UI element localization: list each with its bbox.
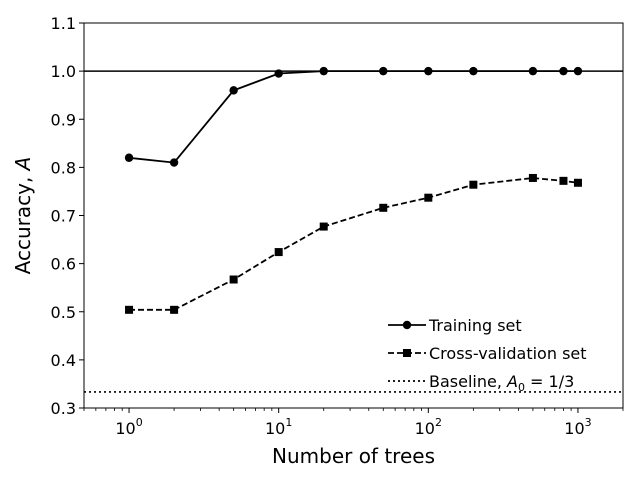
y-tick-label: 0.6 bbox=[51, 255, 76, 274]
series-0-point-1 bbox=[169, 158, 179, 167]
series-0-point-4 bbox=[319, 66, 328, 76]
legend-marker-square bbox=[403, 349, 411, 357]
series-1-point-4 bbox=[319, 222, 328, 231]
y-tick-label: 1.1 bbox=[51, 14, 76, 33]
y-tick-label: 0.8 bbox=[51, 158, 76, 177]
y-tick-label: 0.3 bbox=[51, 399, 76, 418]
legend-label-2: Baseline, A0 = 1/3 bbox=[429, 372, 574, 394]
legend: Training set Cross-validation set Baseline… bbox=[388, 316, 587, 394]
series-0-point-9 bbox=[559, 66, 568, 76]
series-1-point-8 bbox=[528, 173, 537, 182]
series-1-point-10 bbox=[573, 178, 582, 187]
legend-label-0: Training set bbox=[428, 316, 522, 335]
series-1-point-2 bbox=[229, 275, 238, 284]
legend-marker-circle bbox=[402, 320, 412, 330]
series-1-point-9 bbox=[559, 176, 568, 185]
series-line-1 bbox=[129, 177, 579, 311]
x-tick-label: 103 bbox=[564, 416, 591, 438]
series-1-point-0 bbox=[125, 305, 134, 314]
series-0-point-6 bbox=[424, 66, 433, 76]
series-0-point-2 bbox=[229, 86, 238, 95]
axis-ticks: 100 101 102 103 0.3 0.4 0.5 0.6 0.7 0.8 0.9 1.0 1.1 bbox=[51, 14, 624, 438]
y-tick-label: 0.5 bbox=[51, 303, 76, 322]
series-1-point-5 bbox=[379, 203, 388, 212]
x-tick-label: 102 bbox=[415, 416, 442, 438]
y-tick-label: 0.7 bbox=[51, 207, 76, 226]
y-axis-label: Accuracy, A bbox=[11, 157, 35, 275]
series-1-point-7 bbox=[469, 180, 478, 189]
series-0-point-8 bbox=[528, 66, 538, 76]
series-0-point-0 bbox=[124, 153, 134, 162]
x-axis-label: Number of trees bbox=[272, 444, 435, 468]
series-1-point-1 bbox=[170, 305, 179, 314]
series-0-point-5 bbox=[379, 66, 388, 76]
y-tick-label: 0.9 bbox=[51, 110, 76, 129]
series-0-point-7 bbox=[469, 66, 478, 76]
legend-label-1: Cross-validation set bbox=[429, 344, 587, 363]
y-tick-label: 1.0 bbox=[51, 62, 76, 81]
series-1-point-6 bbox=[424, 193, 433, 202]
series-0-point-10 bbox=[573, 66, 583, 76]
x-tick-label: 101 bbox=[265, 416, 292, 438]
series-0-point-3 bbox=[274, 69, 283, 78]
plot-area bbox=[84, 66, 623, 393]
x-tick-label: 100 bbox=[115, 416, 142, 438]
series-1-point-3 bbox=[274, 248, 283, 257]
y-tick-label: 0.4 bbox=[51, 351, 76, 370]
